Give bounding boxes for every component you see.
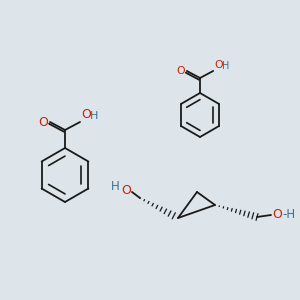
Text: O: O xyxy=(272,208,282,220)
Text: H: H xyxy=(222,61,230,71)
Text: H: H xyxy=(111,179,120,193)
Text: O: O xyxy=(38,116,48,128)
Text: O: O xyxy=(81,108,91,121)
Text: O: O xyxy=(214,60,223,70)
Text: O: O xyxy=(176,66,185,76)
Text: O: O xyxy=(121,184,131,197)
Text: H: H xyxy=(90,111,98,121)
Text: -H: -H xyxy=(282,208,295,220)
